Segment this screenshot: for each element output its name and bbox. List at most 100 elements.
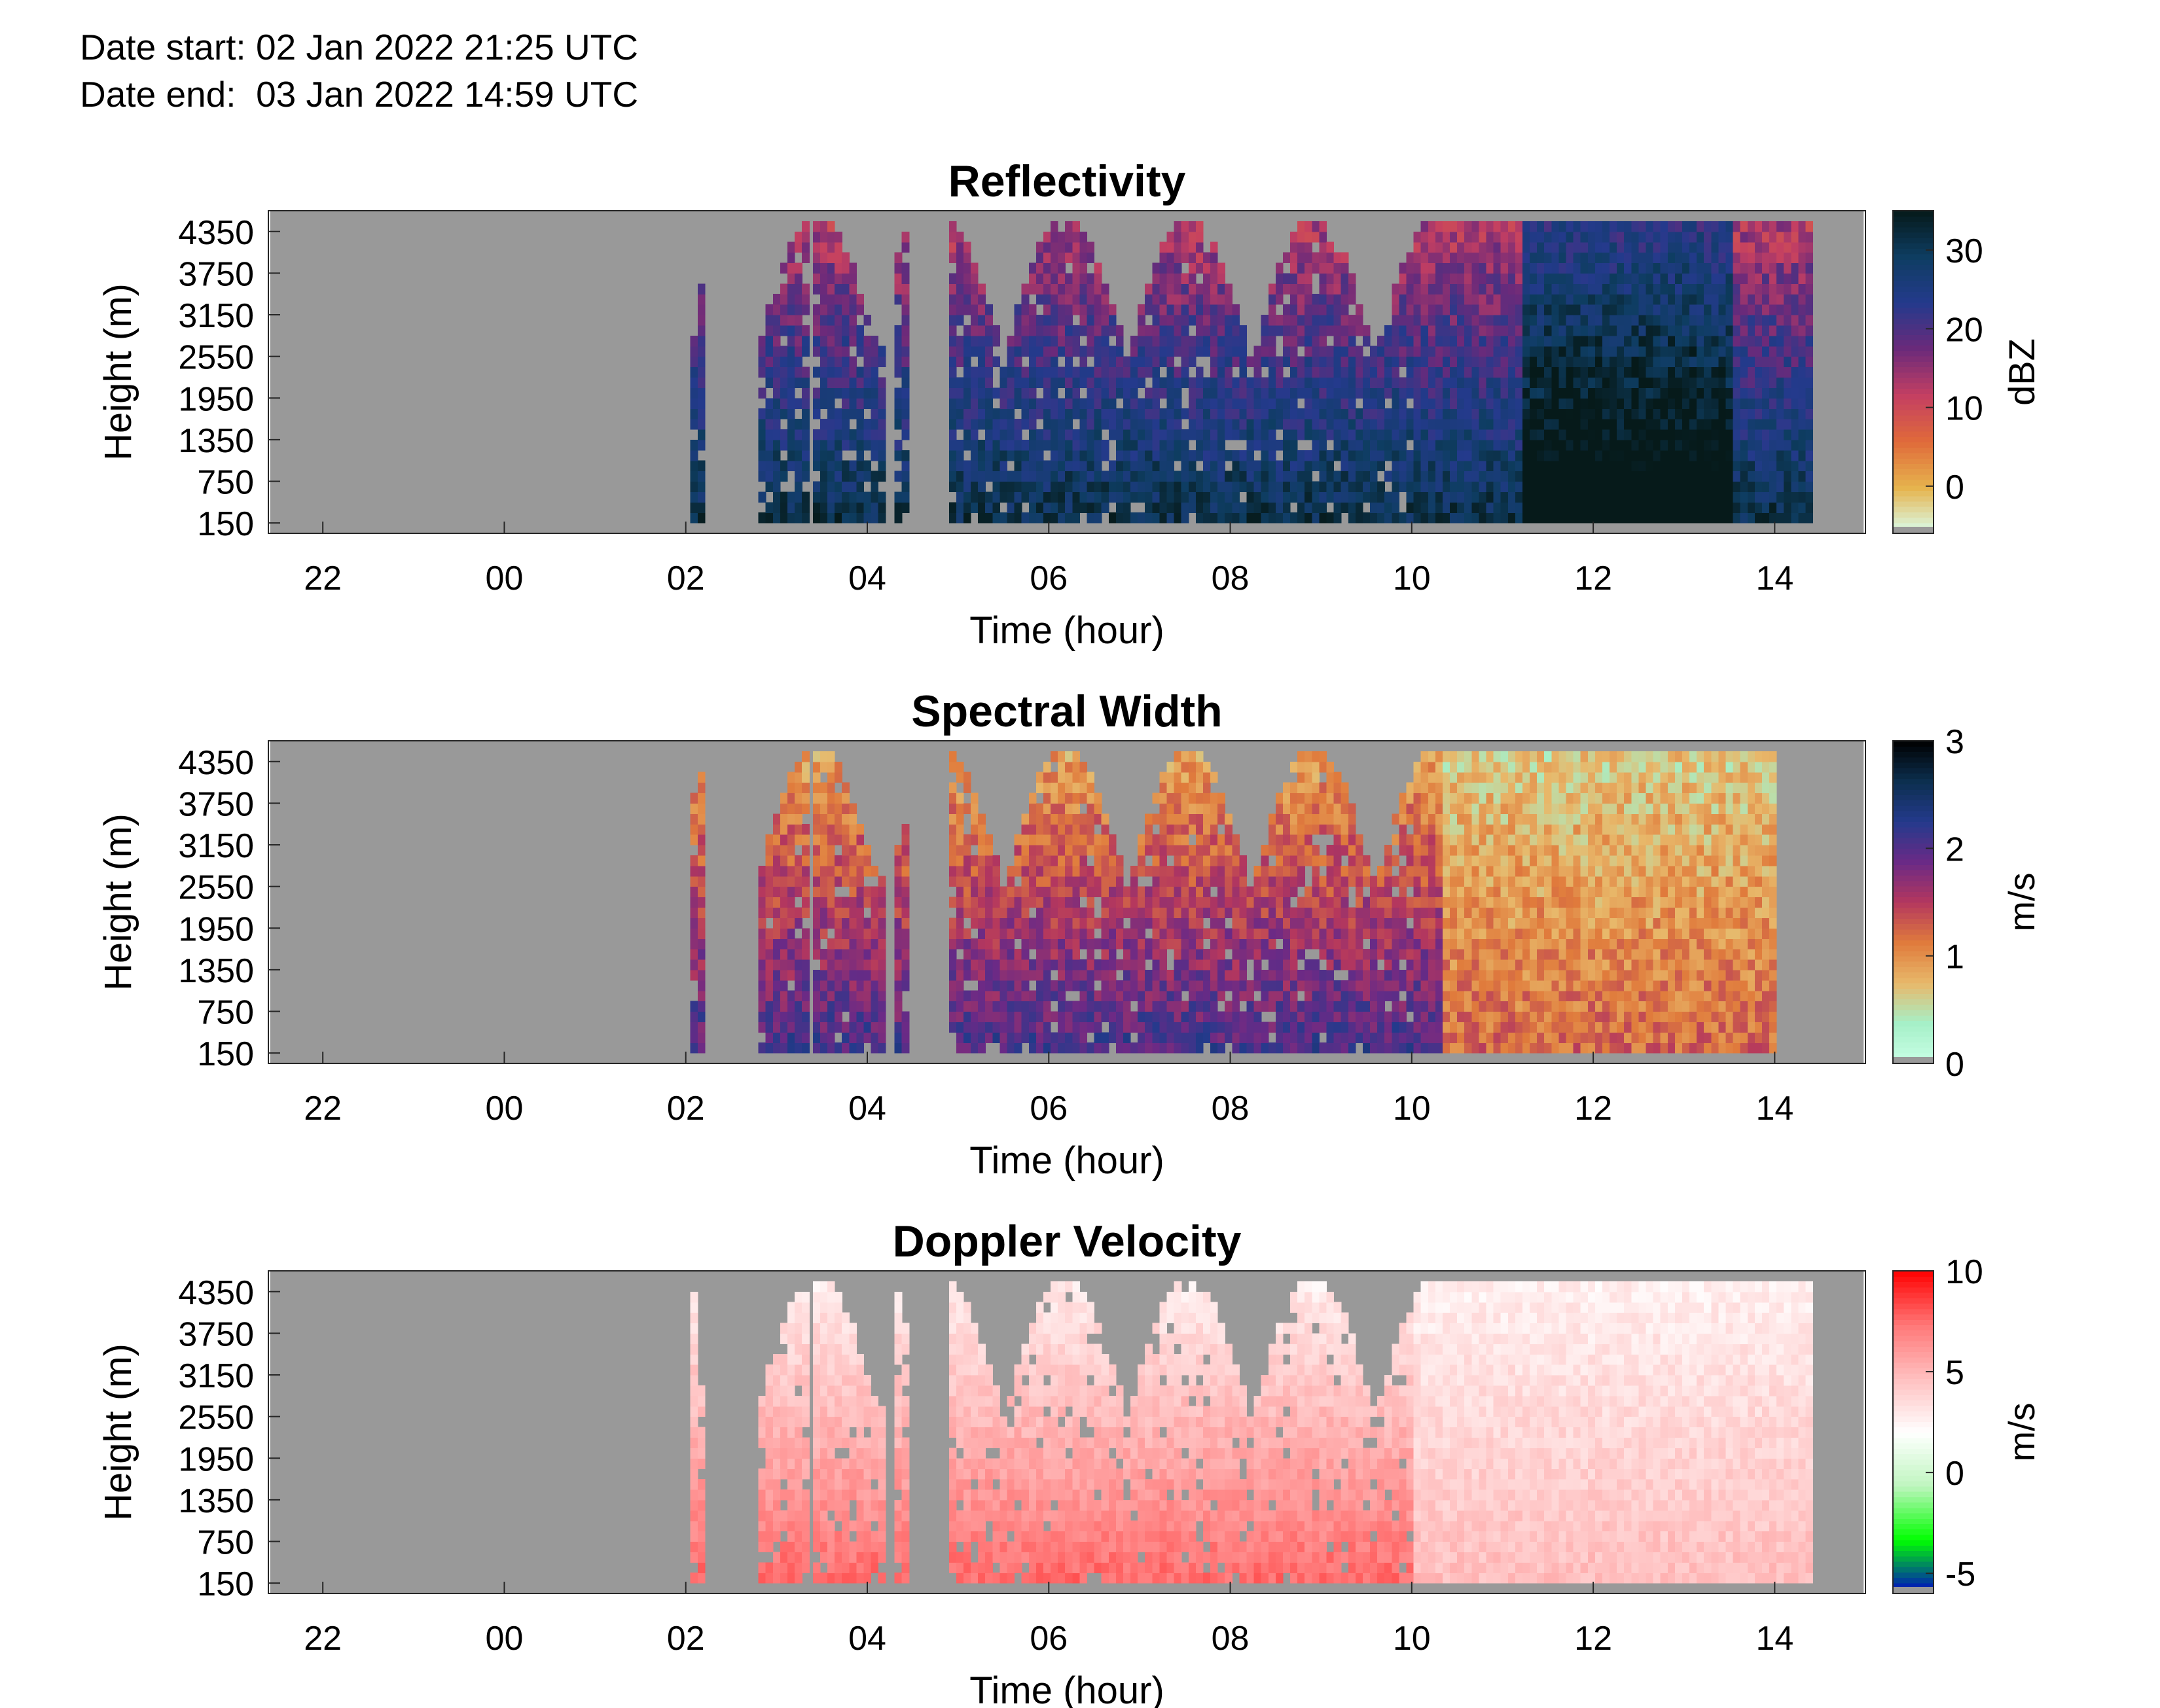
heatmap-cell	[1181, 221, 1189, 232]
heatmap-cell	[1718, 325, 1727, 336]
heatmap-cell	[842, 907, 850, 918]
heatmap-cell	[1072, 346, 1080, 357]
heatmap-cell	[1486, 439, 1494, 451]
heatmap-cell	[1566, 481, 1574, 492]
heatmap-cell	[780, 792, 788, 804]
heatmap-cell	[812, 990, 821, 1002]
heatmap-cell	[1392, 471, 1399, 482]
heatmap-cell	[1486, 450, 1494, 461]
heatmap-cell	[1610, 439, 1617, 451]
heatmap-cell	[1188, 502, 1197, 513]
heatmap-cell	[1624, 429, 1632, 440]
heatmap-cell	[835, 772, 842, 783]
heatmap-cell	[1798, 387, 1807, 399]
heatmap-cell	[819, 834, 828, 845]
heatmap-cell	[1558, 221, 1567, 232]
heatmap-cell	[1689, 429, 1697, 440]
heatmap-cell	[1145, 845, 1153, 856]
heatmap-cell	[819, 335, 828, 347]
heatmap-cell	[1217, 471, 1225, 482]
heatmap-cell	[1486, 325, 1494, 336]
heatmap-cell	[1058, 959, 1066, 970]
heatmap-cell	[1500, 241, 1509, 253]
heatmap-cell	[1471, 315, 1479, 326]
heatmap-cell	[1420, 294, 1429, 305]
heatmap-cell	[1507, 408, 1516, 419]
heatmap-cell	[1711, 241, 1719, 253]
heatmap-cell	[1355, 387, 1363, 399]
heatmap-cell	[1754, 325, 1763, 336]
heatmap-cell	[1275, 408, 1284, 419]
heatmap-cell	[1246, 398, 1255, 409]
heatmap-cell	[1065, 387, 1073, 399]
heatmap-cell	[1014, 959, 1022, 970]
heatmap-cell	[1108, 304, 1117, 315]
heatmap-cell	[1188, 886, 1197, 898]
heatmap-cell	[1754, 304, 1763, 315]
heatmap-cell	[1115, 429, 1124, 440]
heatmap-cell	[1471, 491, 1479, 503]
heatmap-cell	[1072, 980, 1080, 991]
heatmap-cell	[1450, 481, 1458, 492]
heatmap-cell	[1152, 304, 1160, 315]
heatmap-cell	[1348, 502, 1356, 513]
heatmap-cell	[758, 959, 766, 970]
heatmap-cell	[697, 865, 706, 877]
heatmap-cell	[1035, 772, 1044, 783]
heatmap-cell	[1043, 834, 1051, 845]
heatmap-cell	[1718, 273, 1727, 284]
heatmap-cell	[1544, 221, 1552, 232]
heatmap-cell	[956, 512, 964, 524]
heatmap-cell	[1152, 1011, 1160, 1022]
heatmap-cell	[1152, 969, 1160, 981]
heatmap-cell	[1747, 273, 1755, 284]
heatmap-cell	[1479, 252, 1487, 264]
heatmap-cell	[992, 917, 1000, 929]
heatmap-cell	[1624, 283, 1632, 294]
heatmap-cell	[1166, 792, 1175, 804]
heatmap-cell	[1420, 273, 1429, 284]
heatmap-cell	[1217, 907, 1225, 918]
x-tick-label: 04	[848, 560, 886, 597]
heatmap-cell	[802, 294, 810, 305]
heatmap-cell	[1333, 346, 1342, 357]
heatmap-cell	[1166, 865, 1175, 877]
heatmap-cell	[878, 356, 886, 368]
heatmap-cell	[1348, 408, 1356, 419]
heatmap-cell	[697, 439, 706, 451]
heatmap-cell	[1377, 356, 1385, 368]
heatmap-cell	[1784, 283, 1791, 294]
heatmap-cell	[1631, 335, 1639, 347]
heatmap-cell	[1101, 366, 1109, 378]
panel-title: Reflectivity	[948, 156, 1186, 206]
heatmap-cell	[1718, 512, 1727, 524]
heatmap-cell	[1058, 315, 1066, 326]
heatmap-cell	[1138, 917, 1145, 929]
heatmap-cell	[835, 990, 842, 1002]
heatmap-cell	[1297, 356, 1305, 368]
heatmap-cell	[1674, 450, 1683, 461]
heatmap-cell	[780, 1032, 788, 1043]
heatmap-cell	[1319, 283, 1327, 294]
heatmap-cell	[1704, 283, 1712, 294]
heatmap-cell	[1544, 491, 1552, 503]
heatmap-cell	[1253, 491, 1262, 503]
heatmap-cell	[985, 429, 993, 440]
heatmap-cell	[1043, 471, 1051, 482]
heatmap-cell	[1486, 387, 1494, 399]
heatmap-cell	[1341, 419, 1349, 430]
heatmap-cell	[1072, 938, 1080, 950]
heatmap-cell	[812, 408, 821, 419]
heatmap-cell	[1021, 907, 1030, 918]
heatmap-cell	[795, 231, 802, 243]
heatmap-cell	[1399, 450, 1407, 461]
heatmap-cell	[697, 398, 706, 409]
heatmap-cell	[1594, 273, 1603, 284]
heatmap-cell	[1769, 439, 1777, 451]
heatmap-cell	[1348, 294, 1356, 305]
heatmap-cell	[842, 335, 850, 347]
heatmap-cell	[1544, 512, 1552, 524]
heatmap-cell	[1174, 262, 1182, 274]
heatmap-cell	[1573, 335, 1581, 347]
heatmap-cell	[1065, 491, 1073, 503]
